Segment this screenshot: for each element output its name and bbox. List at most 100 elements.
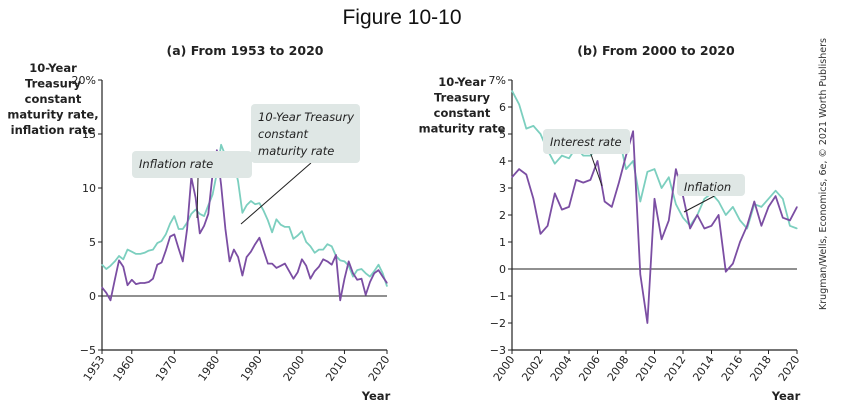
panel-a-treasury-point [326, 243, 329, 245]
panel-b-inflation-point [675, 168, 677, 170]
panel-a-treasury-point [190, 213, 192, 215]
panel-b-x-tick-label: 2020 [776, 353, 803, 383]
panel-b-y-tick-label: 5 [499, 128, 506, 141]
panel-a-inflation-point [326, 260, 329, 263]
panel-a-annotation-leader [196, 177, 199, 219]
panel-a-treasury-point [360, 268, 363, 270]
panel-a-inflation-point [382, 275, 384, 278]
panel-a-treasury-point [331, 245, 333, 247]
panel-b-x-tick-label: 2006 [576, 353, 603, 383]
panel-b-treasury-point [767, 198, 770, 200]
panel-a-y-tick-label: 20% [72, 74, 96, 87]
panel-a-inflation-point [373, 272, 375, 274]
panel-a-inflation-point [369, 281, 371, 283]
panel-a-inflation-point [335, 254, 337, 256]
panel-a-annotation-label: 10-Year Treasury constant maturity rate [258, 110, 354, 158]
panel-a-treasury-point [275, 218, 278, 220]
panel-b-treasury-point [725, 214, 727, 216]
panel-a-inflation-point [271, 263, 273, 265]
panel-b-x-tick-label: 2016 [719, 353, 746, 383]
panel-a-inflation-point [152, 278, 154, 280]
panel-b-title: (b) From 2000 to 2020 [577, 43, 735, 58]
panel-a-y-tick-label: −5 [80, 344, 96, 357]
panel-a-treasury-point [280, 224, 282, 226]
panel-b-inflation-point [568, 206, 570, 208]
panel-b-treasury-point [661, 187, 663, 189]
panel-a-treasury-point [165, 233, 167, 236]
panel-b-y-tick-label: 7% [489, 74, 506, 87]
panel-b-treasury-point [682, 217, 684, 219]
panel-a-treasury-point [352, 275, 354, 278]
panel-a-inflation-point [131, 279, 133, 281]
panel-a-treasury-point [220, 144, 222, 146]
panel-b-inflation-point [525, 173, 527, 176]
panel-a-title: (a) From 1953 to 2020 [167, 43, 324, 58]
panel-a-treasury-point [356, 269, 358, 271]
panel-b-treasury-point [525, 128, 527, 130]
panel-a-inflation-point [203, 225, 205, 227]
panel-b-y-tick-label: −2 [490, 317, 506, 330]
panel-b-x-tick-label: 2014 [690, 353, 717, 383]
panel-a-x-tick-label: 1953 [81, 353, 108, 383]
panel-b-inflation-point [796, 206, 798, 208]
panel-b-inflation-point [760, 225, 762, 227]
panel-b-treasury-point [568, 157, 570, 159]
panel-b-y-tick-label: 1 [499, 236, 506, 249]
panel-a-x-tick-label: 1980 [196, 353, 223, 383]
panel-a-inflation-point [263, 250, 265, 252]
panel-b-treasury-point [760, 206, 762, 208]
panel-a-y-axis-label: 10-Year Treasury constant maturity rate, inf… [7, 61, 98, 137]
panel-b-treasury-point [589, 155, 591, 157]
panel-a-inflation-point [105, 292, 107, 294]
panel-b-y-axis-label: 10-Year Treasury constant maturity rate [419, 75, 506, 136]
panel-b-treasury-point [789, 225, 791, 227]
panel-a-treasury-point [173, 215, 175, 217]
panel-a-inflation-point [233, 248, 235, 251]
panel-a-treasury-point [143, 252, 146, 254]
panel-a-inflation-point [229, 260, 231, 263]
panel-b-treasury-point [582, 155, 584, 157]
panel-a-treasury-point [148, 250, 150, 252]
panel-a-treasury-point [105, 268, 107, 270]
panel-b-treasury-point [539, 133, 542, 135]
panel-b-treasury-point [653, 168, 656, 170]
panel-a-inflation-point [386, 282, 388, 284]
panel-a-treasury-point [305, 241, 307, 243]
panel-b-treasury-point [639, 200, 641, 203]
credit-text: Krugman/Wells, Economics, 6e, © 2021 Wor… [818, 38, 829, 310]
panel-b-annotation-leader [590, 153, 603, 187]
panel-a-treasury-point [309, 245, 312, 247]
panel-a-inflation-point [301, 258, 303, 260]
panel-a-inflation-point [377, 269, 380, 271]
panel-a-treasury-point [263, 210, 265, 212]
panel-b-inflation-point [668, 219, 670, 221]
panel-a-inflation-point [207, 213, 209, 215]
panel-a-treasury-point [211, 193, 214, 196]
panel-b-inflation-point [767, 206, 770, 208]
panel-a-inflation-point [343, 278, 346, 280]
panel-a-inflation-point [275, 267, 278, 269]
panel-b-inflation-point [689, 227, 691, 230]
panel-b-treasury-point [796, 227, 798, 230]
panel-a-treasury-point [271, 231, 273, 233]
panel-b-inflation-point [739, 241, 741, 243]
panel-b-inflation-point [789, 219, 791, 221]
panel-a-treasury-point [194, 209, 197, 211]
panel-b-treasury-point [532, 125, 534, 127]
panel-b-y-tick-label: −1 [490, 290, 506, 303]
panel-b-x-tick-label: 2010 [633, 353, 660, 383]
panel-b-inflation-point [575, 179, 577, 181]
panel-a-treasury-point [322, 248, 324, 251]
panel-a-treasury-point [101, 264, 103, 266]
panel-a-treasury-point [250, 200, 252, 202]
panel-b-y-tick-label: 6 [499, 101, 506, 114]
panel-a-inflation-point [122, 266, 124, 268]
panel-b-inflation-point [596, 160, 599, 162]
panel-a-annotation-label: Inflation rate [139, 157, 213, 171]
panel-b-inflation-point [618, 182, 620, 184]
panel-a-inflation-point [237, 256, 239, 258]
panel-a-inflation-point [177, 247, 180, 250]
figure-title: Figure 10-10 [342, 6, 461, 29]
panel-a-x-tick-label: 1970 [153, 353, 180, 383]
